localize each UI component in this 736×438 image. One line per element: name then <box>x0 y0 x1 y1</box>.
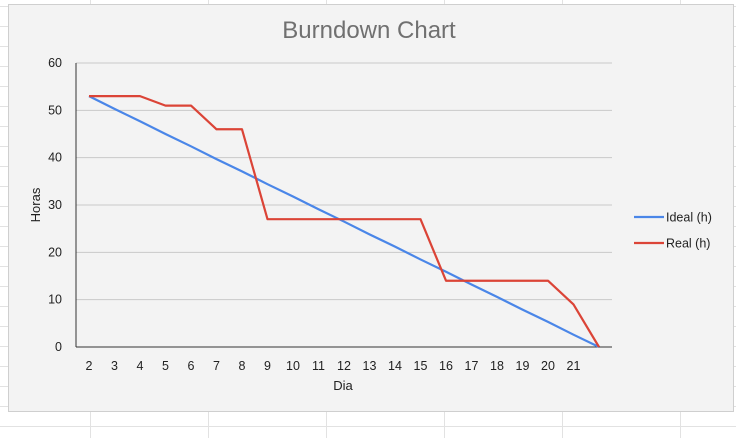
x-tick-label: 13 <box>363 359 377 373</box>
x-tick-label: 6 <box>188 359 195 373</box>
y-axis-title: Horas <box>28 187 43 222</box>
legend-label: Ideal (h) <box>666 211 712 225</box>
x-tick-label: 12 <box>337 359 351 373</box>
y-tick-label: 50 <box>48 103 62 117</box>
x-axis-title: Dia <box>333 378 353 393</box>
y-tick-label: 20 <box>48 245 62 259</box>
legend-label: Real (h) <box>666 237 710 251</box>
x-tick-label: 15 <box>414 359 428 373</box>
y-tick-label: 10 <box>48 293 62 307</box>
x-tick-label: 11 <box>312 359 325 373</box>
x-tick-label: 18 <box>490 359 504 373</box>
x-tick-label: 10 <box>286 359 300 373</box>
series-line-ideal <box>88 95 600 348</box>
x-tick-label: 8 <box>239 359 246 373</box>
x-tick-label: 21 <box>567 359 581 373</box>
x-tick-label: 17 <box>465 359 479 373</box>
x-tick-label: 7 <box>213 359 220 373</box>
x-tick-label: 9 <box>264 359 271 373</box>
y-tick-label: 40 <box>48 151 62 165</box>
x-axis-ticks: 2 3 4 5 6 7 8 9 10 11 12 13 14 15 16 17 18 19 20 21 <box>86 359 581 373</box>
chart-container[interactable] <box>8 4 734 412</box>
x-tick-label: 5 <box>162 359 169 373</box>
y-tick-label: 0 <box>55 340 62 354</box>
x-tick-label: 2 <box>86 359 93 373</box>
x-tick-label: 16 <box>439 359 453 373</box>
x-tick-label: 19 <box>516 359 530 373</box>
series-lines <box>88 95 600 348</box>
axes <box>75 63 612 348</box>
x-tick-label: 4 <box>137 359 144 373</box>
y-axis-ticks: 0 10 20 30 40 50 60 <box>48 56 62 354</box>
legend: Ideal (h) Real (h) <box>634 211 712 251</box>
gridlines <box>76 62 612 301</box>
series-line-real <box>89 95 600 348</box>
x-tick-label: 14 <box>388 359 402 373</box>
y-tick-label: 60 <box>48 56 62 70</box>
x-tick-label: 20 <box>541 359 555 373</box>
chart-title: Burndown Chart <box>282 17 456 44</box>
x-tick-label: 3 <box>111 359 118 373</box>
y-tick-label: 30 <box>48 198 62 212</box>
